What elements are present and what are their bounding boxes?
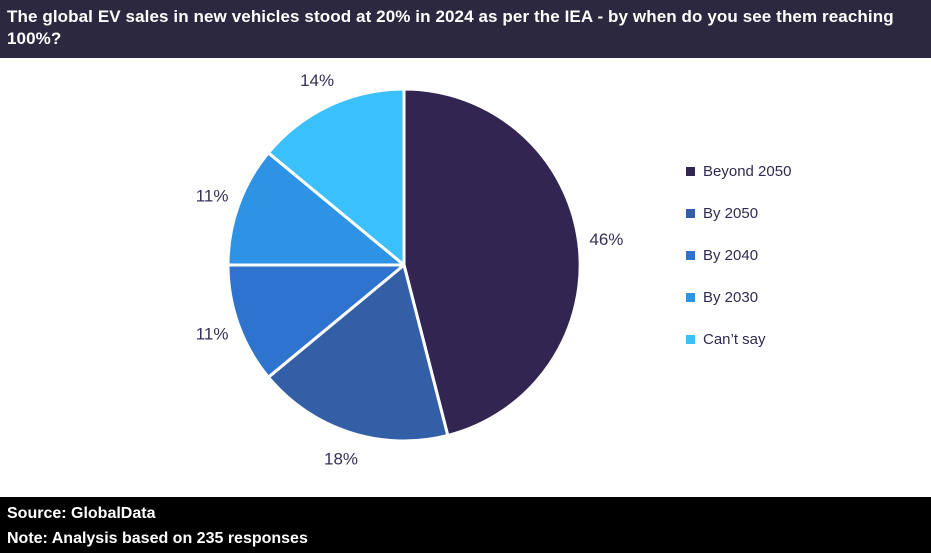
note-line: Note: Analysis based on 235 responses (7, 530, 308, 547)
pie-slice-can-t-say (266, 87, 406, 267)
pie-slice-by-2050 (266, 263, 450, 443)
legend-marker-by-2050 (686, 209, 695, 218)
legend-item-by-2030: By 2030 (686, 289, 791, 306)
pie-chart: 46% 18% 11% 11% 14% (196, 71, 624, 469)
chart-area: 46% 18% 11% 11% 14% Beyond 2050 By 2050 By 2… (0, 58, 931, 497)
legend-marker-beyond-2050 (686, 167, 695, 176)
pie-value-label: 46% (589, 230, 623, 249)
source-line: Source: GlobalData (7, 505, 156, 522)
legend-label-by-2040: By 2040 (703, 247, 759, 264)
legend-item-beyond-2050: Beyond 2050 (686, 163, 792, 180)
legend-marker-cant-say (686, 335, 695, 344)
pie-value-label: 14% (300, 71, 334, 90)
legend-marker-by-2040 (686, 251, 695, 260)
pie-slice-by-2030 (226, 151, 406, 267)
legend-item-cant-say: Can’t say (686, 331, 791, 348)
footer: Source: GlobalData Note: Analysis based … (0, 497, 931, 553)
legend-marker-by-2030 (686, 293, 695, 302)
pie-slice-beyond-2050 (402, 87, 582, 437)
pie-value-label: 18% (324, 450, 358, 469)
pie-value-label: 11% (196, 325, 229, 344)
legend-item-by-2050: By 2050 (686, 205, 791, 222)
legend-label-by-2050: By 2050 (703, 205, 759, 222)
chart-title: The global EV sales in new vehicles stoo… (7, 7, 894, 48)
legend-label-by-2030: By 2030 (703, 289, 759, 306)
legend-label-beyond-2050: Beyond 2050 (703, 163, 792, 180)
pie-value-label: 11% (196, 186, 229, 205)
pie-slice-by-2040 (226, 263, 406, 379)
legend-item-by-2040: By 2040 (686, 247, 791, 264)
title-bar: The global EV sales in new vehicles stoo… (0, 0, 931, 58)
legend: Beyond 2050 By 2050 By 2040 By 2030 Can’… (686, 163, 792, 348)
legend-label-cant-say: Can’t say (703, 331, 766, 348)
